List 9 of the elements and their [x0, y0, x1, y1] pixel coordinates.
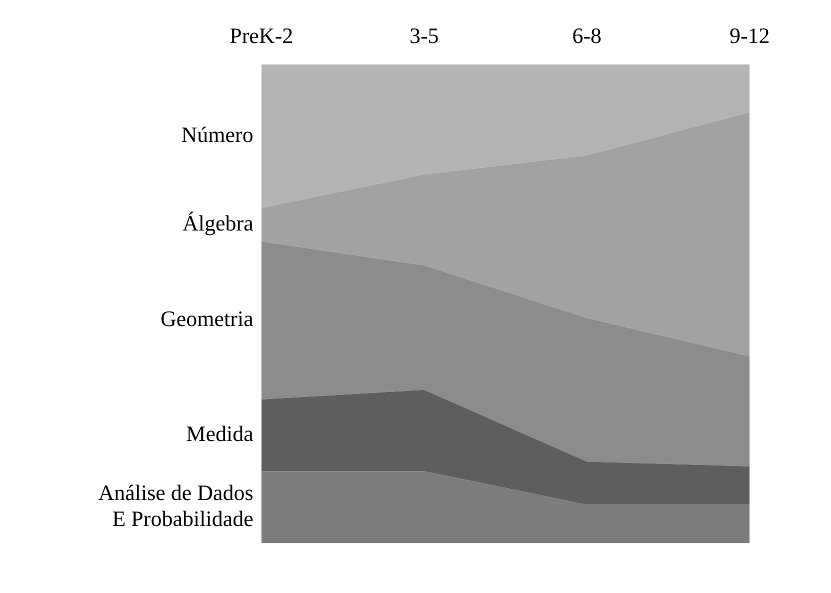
- series-label: Álgebra: [182, 210, 254, 236]
- series-label: Número: [181, 122, 254, 147]
- x-tick-label: 9-12: [729, 22, 770, 48]
- x-tick-label: PreK-2: [230, 22, 294, 48]
- series-label: Medida: [186, 421, 254, 446]
- series-label: Geometria: [160, 306, 254, 332]
- series-label: Análise de Dados E Probabilidade: [98, 480, 254, 531]
- x-tick-label: 6-8: [572, 22, 602, 48]
- x-tick-label: 3-5: [409, 22, 439, 48]
